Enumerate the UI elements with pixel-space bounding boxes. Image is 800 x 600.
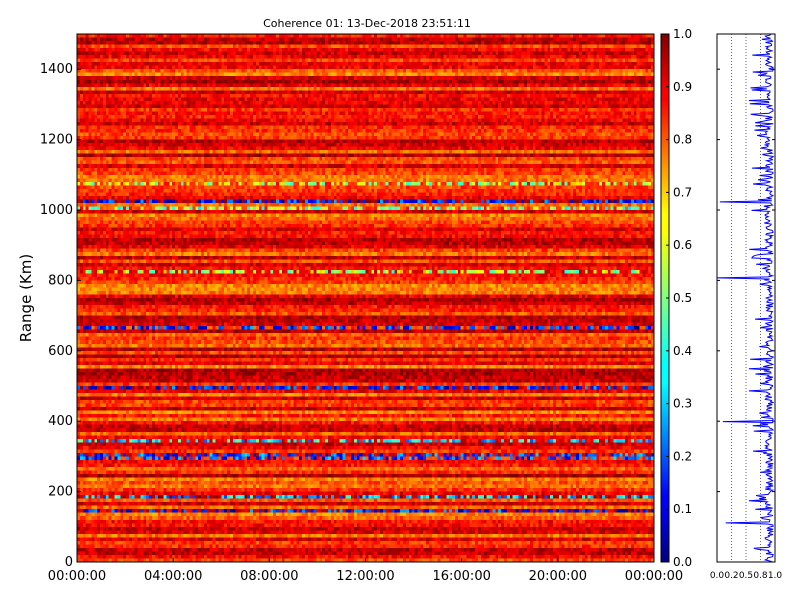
- profile-tick-label: 1.0: [768, 571, 783, 581]
- range-tick-label: 600: [48, 344, 73, 359]
- colorbar-tick-label: 0.2: [673, 449, 692, 463]
- time-tick-label: 04:00:00: [144, 569, 202, 584]
- colorbar-tick-label: 0.3: [673, 397, 692, 411]
- range-tick-label: 400: [48, 414, 73, 429]
- profile-tick-label: 0.0: [710, 571, 725, 581]
- time-tick-label: 00:00:00: [625, 569, 683, 584]
- range-tick-label: 1400: [40, 62, 73, 77]
- colorbar-tick-label: 0.0: [673, 555, 692, 569]
- range-tick-label: 200: [48, 485, 73, 500]
- profile-tick-label: 0.5: [739, 571, 753, 581]
- profile-tick-label: 0.8: [753, 571, 768, 581]
- range-tick-label: 1200: [40, 133, 73, 148]
- colorbar-tick-label: 0.1: [673, 502, 692, 516]
- time-tick-label: 20:00:00: [529, 569, 587, 584]
- profile-tick-label: 0.2: [724, 571, 738, 581]
- time-tick-label: 00:00:00: [48, 569, 106, 584]
- colorbar-tick-label: 1.0: [673, 27, 692, 41]
- range-tick-label: 800: [48, 273, 73, 288]
- colorbar-tick-label: 0.7: [673, 185, 692, 199]
- colorbar-tick-label: 0.6: [673, 238, 692, 252]
- colorbar-axis: 0.0 0.1 0.2 0.3 0.4 0.5 0.6 0.7 0.8 0.9 1.0: [666, 27, 692, 569]
- time-tick-label: 08:00:00: [240, 569, 298, 584]
- colorbar-tick-label: 0.8: [673, 133, 692, 147]
- range-axis: 0 200 400 600 800 1000 1200 1400: [40, 62, 81, 570]
- range-tick-label: 0: [65, 555, 73, 570]
- colorbar-tick-label: 0.4: [673, 344, 692, 358]
- range-axis-label: Range (Km): [17, 254, 35, 342]
- colorbar-tick-label: 0.5: [673, 291, 692, 305]
- time-tick-label: 16:00:00: [432, 569, 490, 584]
- colorbar-tick-label: 0.9: [673, 80, 692, 94]
- profile-axes: 0.0 0.2 0.5 0.8 1.0: [710, 68, 783, 581]
- time-axis: 00:00:00 04:00:00 08:00:00 12:00:00 16:00:00…: [48, 558, 683, 584]
- coherence-profile-line: [716, 33, 775, 563]
- range-tick-label: 1000: [40, 203, 73, 218]
- chart-title: Coherence 01: 13-Dec-2018 23:51:11: [263, 17, 471, 30]
- profile-frame: [716, 33, 776, 563]
- time-tick-label: 12:00:00: [336, 569, 394, 584]
- coherence-heatmap: [77, 34, 654, 562]
- heatmap-image: [77, 34, 654, 562]
